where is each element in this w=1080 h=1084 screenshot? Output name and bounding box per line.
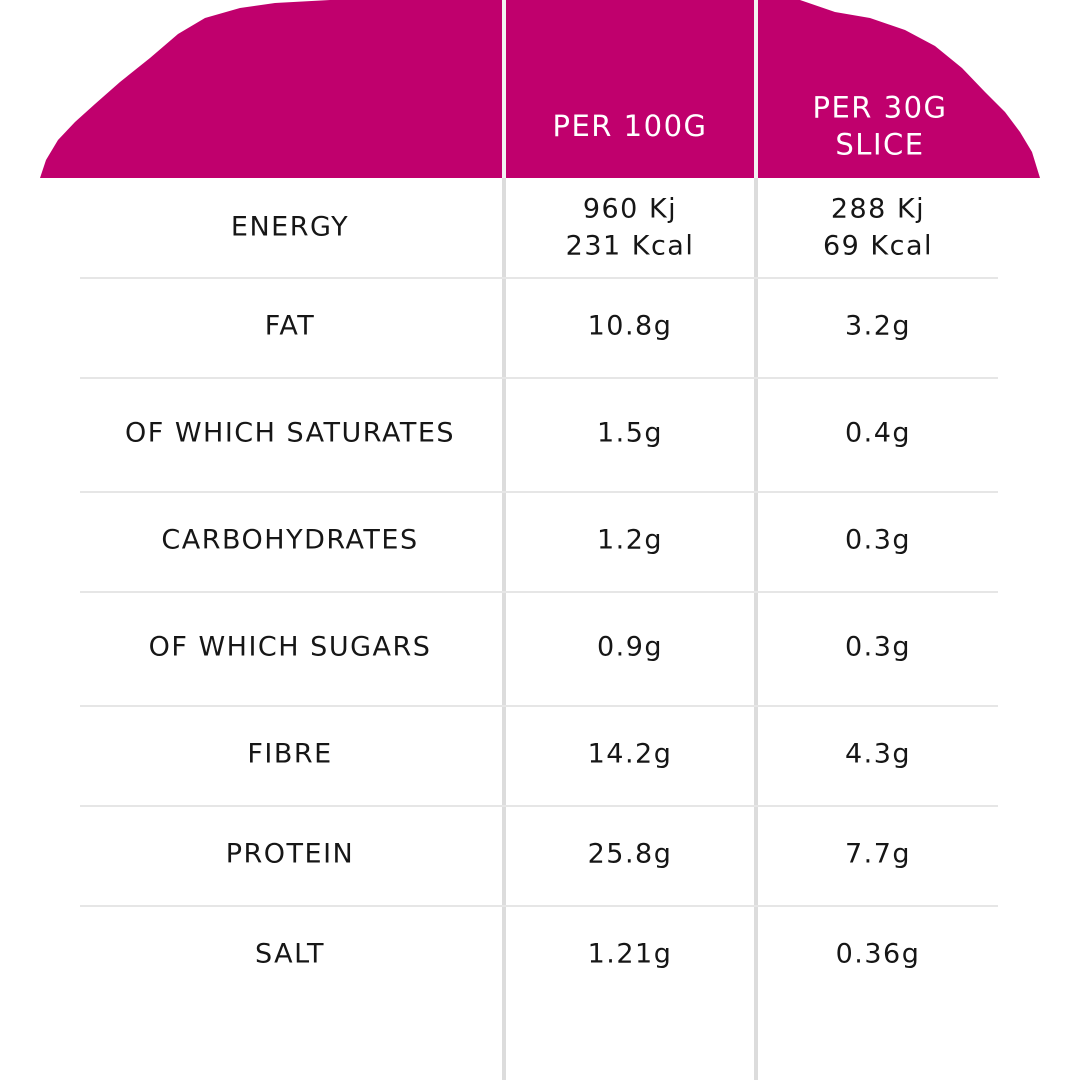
column-divider (754, 178, 758, 1080)
cell-value: 0.3g (845, 632, 911, 663)
cell-value-line: 69 Kcal (823, 230, 933, 261)
row-label: PROTEIN (226, 839, 355, 870)
column-divider (502, 0, 506, 178)
cell-value: 14.2g (588, 739, 673, 770)
row-label: ENERGY (231, 212, 349, 243)
row-label: SALT (255, 939, 325, 970)
column-divider (502, 178, 506, 1080)
cell-value-line: 231 Kcal (566, 230, 695, 261)
cell-value: 960 Kj 231 Kcal (566, 193, 695, 261)
row-label: OF WHICH SUGARS (149, 632, 432, 663)
row-label: FAT (265, 311, 315, 342)
cell-value: 25.8g (588, 839, 673, 870)
cell-value: 288 Kj 69 Kcal (823, 193, 933, 261)
row-label: OF WHICH SATURATES (125, 418, 455, 449)
column-header: PER 100G (552, 109, 707, 143)
row-label: FIBRE (247, 739, 332, 770)
cell-value: 4.3g (845, 739, 911, 770)
header-banner (40, 0, 1040, 178)
cell-value: 1.21g (588, 939, 673, 970)
cell-value-line: 288 Kj (831, 193, 925, 224)
cell-value: 0.9g (597, 632, 663, 663)
column-header-line: SLICE (835, 128, 924, 162)
cell-value-line: 960 Kj (583, 193, 677, 224)
column-header: PER 30G SLICE (812, 91, 947, 162)
cell-value: 0.36g (836, 939, 921, 970)
cell-value: 1.2g (597, 525, 663, 556)
cell-value: 1.5g (597, 418, 663, 449)
row-label: CARBOHYDRATES (161, 525, 418, 556)
cell-value: 0.3g (845, 525, 911, 556)
cell-value: 10.8g (588, 311, 673, 342)
cell-value: 3.2g (845, 311, 911, 342)
cell-value: 0.4g (845, 418, 911, 449)
cell-value: 7.7g (845, 839, 911, 870)
column-header-line: PER 30G (812, 91, 947, 125)
column-divider (754, 0, 758, 178)
